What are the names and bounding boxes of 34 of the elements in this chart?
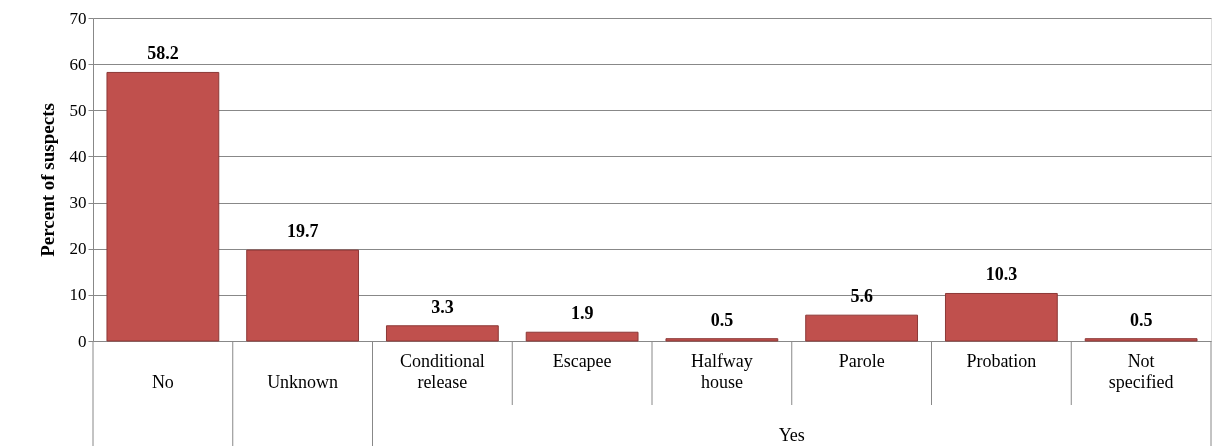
y-tick-label: 70 [69,8,87,28]
x-tick-label: No [151,372,174,392]
data-label: 19.7 [286,221,319,242]
data-label: 3.3 [431,296,454,317]
y-tick-label: 10 [69,285,87,305]
x-tick-label: Probation [966,351,1037,371]
y-tick-label: 30 [69,193,87,213]
x-tick-label: Unknown [267,372,339,392]
x-tick-label: Escapee [552,351,612,371]
bar [246,249,360,342]
y-tick-label: 0 [78,331,87,351]
bar [665,338,779,342]
bar [1084,338,1198,342]
data-label: 0.5 [1129,309,1153,330]
data-label: 5.6 [850,286,873,307]
y-tick-label: 50 [69,100,87,120]
bar [944,292,1058,342]
x-tick-label: Parole [838,351,885,371]
x-tick-label: Halfway house [690,351,753,392]
data-label: 58.2 [147,43,179,64]
y-tick-label: 40 [69,146,87,166]
bar [106,71,220,342]
bar [805,314,919,342]
data-label: 10.3 [985,264,1018,285]
y-axis-title: Percent of suspects [36,103,58,257]
data-label: 0.5 [710,309,734,330]
data-label: 1.9 [570,303,594,324]
bar [525,331,639,342]
y-tick-label: 20 [69,239,87,259]
x-tick-label: Conditional release [399,351,485,392]
text: Yes [778,425,805,445]
bar [385,325,499,342]
x-tick-label: Not specified [1108,351,1174,392]
y-tick-label: 60 [69,54,87,74]
